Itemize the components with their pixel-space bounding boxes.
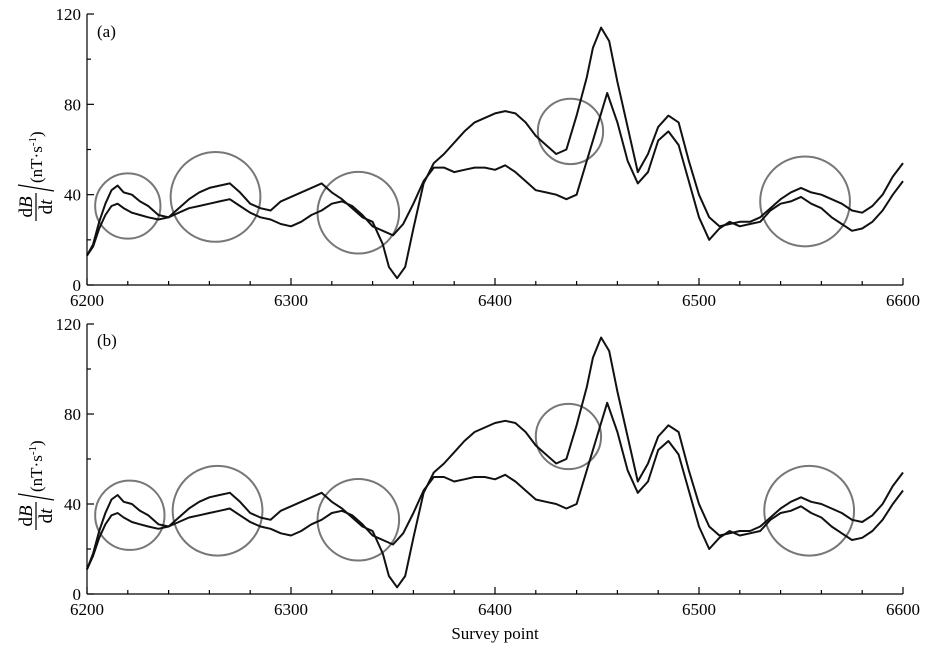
series-line-a-2 xyxy=(86,92,904,257)
y-axis-title-a: dB dt (nT·s-1) xyxy=(16,131,57,221)
chart-panel-a: (a) dB dt (nT·s-1) 6200 6300 6400 6500 6600 0… xyxy=(16,5,920,310)
x-tick-label-a-6300: 6300 xyxy=(274,291,308,310)
highlight-circle-a-1 xyxy=(94,172,162,240)
y-axis-slash-b xyxy=(17,493,55,501)
ticks-b: 6200 6300 6400 6500 6600 0 40 80 120 xyxy=(56,315,921,619)
y-axis-denominator-b: dt xyxy=(36,508,57,524)
x-tick-label-b-6200: 6200 xyxy=(70,600,104,619)
y-tick-label-b-0: 0 xyxy=(73,585,82,604)
x-tick-label-b-6600: 6600 xyxy=(886,600,920,619)
series-lines-b xyxy=(86,336,904,589)
highlight-circle-b-1 xyxy=(94,479,166,551)
series-line-b-1 xyxy=(86,336,904,589)
series-line-a-1 xyxy=(86,26,904,280)
x-tick-label-b-6300: 6300 xyxy=(274,600,308,619)
y-axis-denominator-a: dt xyxy=(36,199,57,215)
y-axis-title-b: dB dt (nT·s-1) xyxy=(16,440,57,530)
panel-label-a: (a) xyxy=(97,22,116,41)
y-tick-label-b-80: 80 xyxy=(64,405,81,424)
highlight-circle-b-4 xyxy=(534,402,603,471)
panel-label-b: (b) xyxy=(97,331,117,350)
series-line-b-2 xyxy=(86,401,904,570)
axes-a xyxy=(86,14,903,286)
y-tick-label-a-120: 120 xyxy=(56,5,82,24)
x-tick-label-a-6200: 6200 xyxy=(70,291,104,310)
x-tick-label-b-6500: 6500 xyxy=(682,600,716,619)
ticks-a: 6200 6300 6400 6500 6600 0 40 80 120 xyxy=(56,5,921,310)
highlight-circles-a xyxy=(94,97,851,255)
highlight-circle-a-5 xyxy=(759,155,851,248)
y-axis-unit-b: (nT·s-1) xyxy=(27,440,46,492)
axes-b xyxy=(86,324,903,595)
x-axis-title: Survey point xyxy=(451,624,539,643)
y-tick-label-b-40: 40 xyxy=(64,495,81,514)
x-tick-label-a-6400: 6400 xyxy=(478,291,512,310)
highlight-circle-a-4 xyxy=(536,97,605,166)
y-tick-label-a-40: 40 xyxy=(64,186,81,205)
series-lines-a xyxy=(86,26,904,280)
highlight-circles-b xyxy=(94,402,856,562)
x-tick-label-b-6400: 6400 xyxy=(478,600,512,619)
highlight-circle-b-2 xyxy=(171,464,264,557)
y-tick-label-b-120: 120 xyxy=(56,315,82,334)
y-axis-numerator-a: dB xyxy=(16,196,37,218)
x-tick-label-a-6600: 6600 xyxy=(886,291,920,310)
highlight-circle-b-5 xyxy=(763,464,856,557)
y-tick-label-a-80: 80 xyxy=(64,95,81,114)
chart-panel-b: (b) dB dt (nT·s-1) 6200 6300 6400 6500 6600 0… xyxy=(16,315,920,643)
x-tick-label-a-6500: 6500 xyxy=(682,291,716,310)
y-axis-unit-a: (nT·s-1) xyxy=(27,131,46,183)
y-tick-label-a-0: 0 xyxy=(73,276,82,295)
y-axis-slash-a xyxy=(17,184,55,192)
y-axis-numerator-b: dB xyxy=(16,505,37,527)
highlight-circle-b-3 xyxy=(316,477,401,562)
highlight-circle-a-2 xyxy=(169,151,262,243)
